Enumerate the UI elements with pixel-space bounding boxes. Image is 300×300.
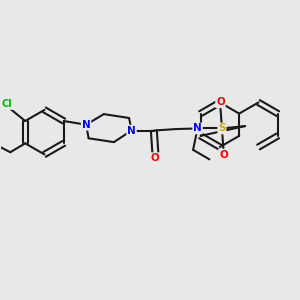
- Text: O: O: [151, 153, 160, 163]
- Text: O: O: [219, 150, 228, 160]
- Text: O: O: [216, 97, 225, 107]
- Text: N: N: [193, 124, 202, 134]
- Text: N: N: [127, 125, 136, 136]
- Text: S: S: [218, 124, 226, 134]
- Text: Cl: Cl: [2, 99, 13, 109]
- Text: N: N: [82, 120, 91, 130]
